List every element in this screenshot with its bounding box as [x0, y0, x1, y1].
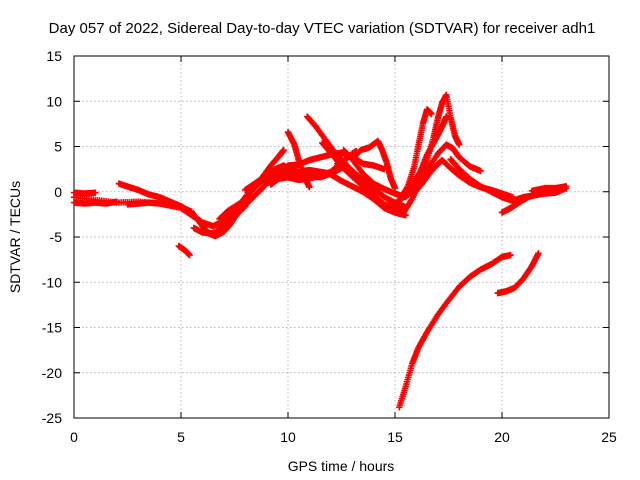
- series-pass-y: [498, 186, 557, 216]
- y-tick-label: 10: [46, 93, 62, 109]
- data-point: [306, 184, 313, 191]
- grid: [74, 56, 609, 418]
- series-pass-lower-2: [494, 250, 542, 297]
- data-point: [563, 183, 570, 190]
- y-tick-label: 5: [54, 139, 62, 155]
- x-tick-label: 20: [494, 429, 510, 445]
- x-tick-label: 0: [70, 429, 78, 445]
- chart-title: Day 057 of 2022, Sidereal Day-to-day VTE…: [49, 20, 596, 37]
- data-point: [92, 189, 99, 196]
- series-pass-r: [349, 137, 399, 192]
- x-tick-label: 10: [280, 429, 296, 445]
- series-pass-v: [402, 141, 484, 201]
- series-pass-lower-1: [396, 251, 514, 411]
- data-point: [113, 198, 120, 205]
- data-point: [535, 250, 542, 257]
- series-pass-g: [175, 242, 193, 259]
- y-tick-label: -20: [42, 365, 62, 381]
- axis-ticks: 0 5 10 15 20 25 15 10 5 0 -5 -10 -15 -20 -25: [42, 48, 617, 445]
- series-pass-c: [70, 189, 99, 197]
- series-pass-t: [396, 106, 435, 204]
- data-point: [186, 251, 193, 259]
- x-tick-label: 25: [601, 429, 617, 445]
- series-pass-b: [70, 198, 120, 207]
- data-point: [507, 251, 514, 259]
- y-tick-label: -25: [42, 410, 62, 426]
- data-point: [280, 146, 287, 154]
- y-tick-label: -15: [42, 320, 62, 336]
- y-tick-label: 15: [46, 48, 62, 64]
- data-point: [456, 141, 463, 148]
- data-point: [391, 184, 399, 192]
- data-point: [477, 167, 484, 175]
- y-tick-label: 0: [54, 184, 62, 200]
- data-point: [443, 113, 450, 120]
- x-tick-label: 15: [387, 429, 403, 445]
- data-points: [70, 91, 570, 411]
- x-axis-label: GPS time / hours: [288, 458, 395, 474]
- data-point: [428, 110, 435, 118]
- x-tick-label: 5: [177, 429, 185, 445]
- series-pass-p: [327, 171, 409, 219]
- y-tick-label: -5: [50, 229, 63, 245]
- series-pass-z: [528, 183, 570, 195]
- y-axis-label: SDTVAR / TECUs: [7, 181, 23, 293]
- series-pass-k: [284, 128, 313, 191]
- y-tick-label: -10: [42, 274, 62, 290]
